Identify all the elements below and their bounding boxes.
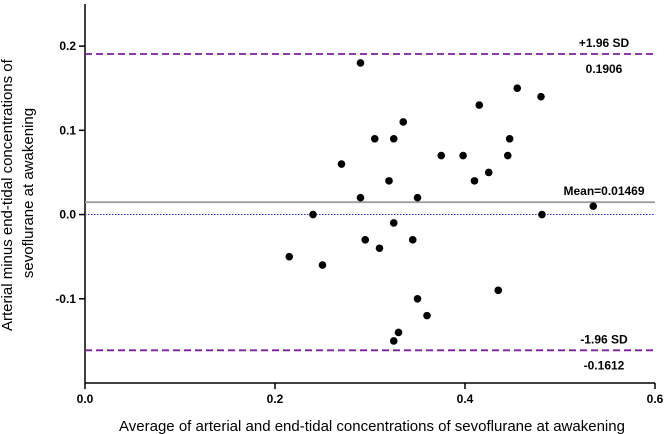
upper-limit-value: 0.1906 (586, 62, 623, 76)
data-point (538, 210, 546, 219)
data-point (356, 59, 365, 67)
data-point (513, 84, 522, 93)
data-point (394, 328, 403, 337)
y-axis-title-line-2: sevoflurane at awakening (20, 108, 37, 278)
data-point (375, 244, 384, 253)
data-point (413, 294, 422, 303)
lower-limit-label: -1.96 SD (580, 332, 628, 346)
data-point (337, 160, 346, 168)
y-tick-label: -0.1 (55, 292, 76, 306)
data-point (385, 177, 393, 185)
data-point (423, 311, 431, 320)
data-point (494, 286, 503, 295)
x-tick-label: 0.2 (267, 392, 284, 406)
y-axis-ticks: -0.1 0.0 0.1 0.2 (55, 39, 85, 306)
x-tick-label: 0.0 (77, 392, 94, 406)
data-point (309, 210, 317, 219)
x-axis-ticks: 0.0 0.2 0.4 0.6 (77, 383, 664, 406)
reference-labels: +1.96 SD 0.1906 Mean=0.01469 -1.96 SD -0.161… (563, 36, 644, 372)
data-point (389, 219, 398, 227)
data-point (459, 151, 467, 160)
plot-frame (84, 4, 655, 384)
data-point (537, 92, 545, 101)
y-axis-title-line-1: Arterial minus end-tidal concentrations … (0, 58, 16, 331)
data-point (413, 193, 422, 202)
x-axis-title: Average of arterial and end-tidal concen… (119, 418, 625, 434)
data-point (408, 236, 417, 244)
lower-limit-value: -0.1612 (584, 358, 625, 372)
data-point (361, 236, 370, 244)
reference-lines (85, 53, 655, 352)
y-axis-title: Arterial minus end-tidal concentrations … (0, 55, 37, 331)
y-tick-label: 0.0 (59, 208, 76, 222)
data-point (370, 134, 379, 143)
y-tick-label: 0.1 (59, 123, 76, 137)
x-tick-label: 0.6 (647, 392, 664, 406)
data-point (285, 252, 294, 261)
data-point (475, 101, 484, 109)
data-point (318, 261, 327, 269)
data-point (389, 134, 398, 143)
mean-label: Mean=0.01469 (563, 184, 644, 198)
data-point (470, 177, 479, 185)
data-point (399, 118, 408, 126)
data-point (437, 151, 446, 160)
y-tick-label: 0.2 (59, 39, 76, 53)
data-points (285, 59, 598, 345)
upper-limit-label: +1.96 SD (579, 36, 630, 50)
data-point (589, 202, 598, 210)
data-point (356, 193, 365, 202)
data-point (503, 151, 512, 160)
data-point (484, 168, 493, 177)
data-point (505, 134, 514, 143)
x-tick-label: 0.4 (457, 392, 474, 406)
data-point (389, 337, 398, 345)
